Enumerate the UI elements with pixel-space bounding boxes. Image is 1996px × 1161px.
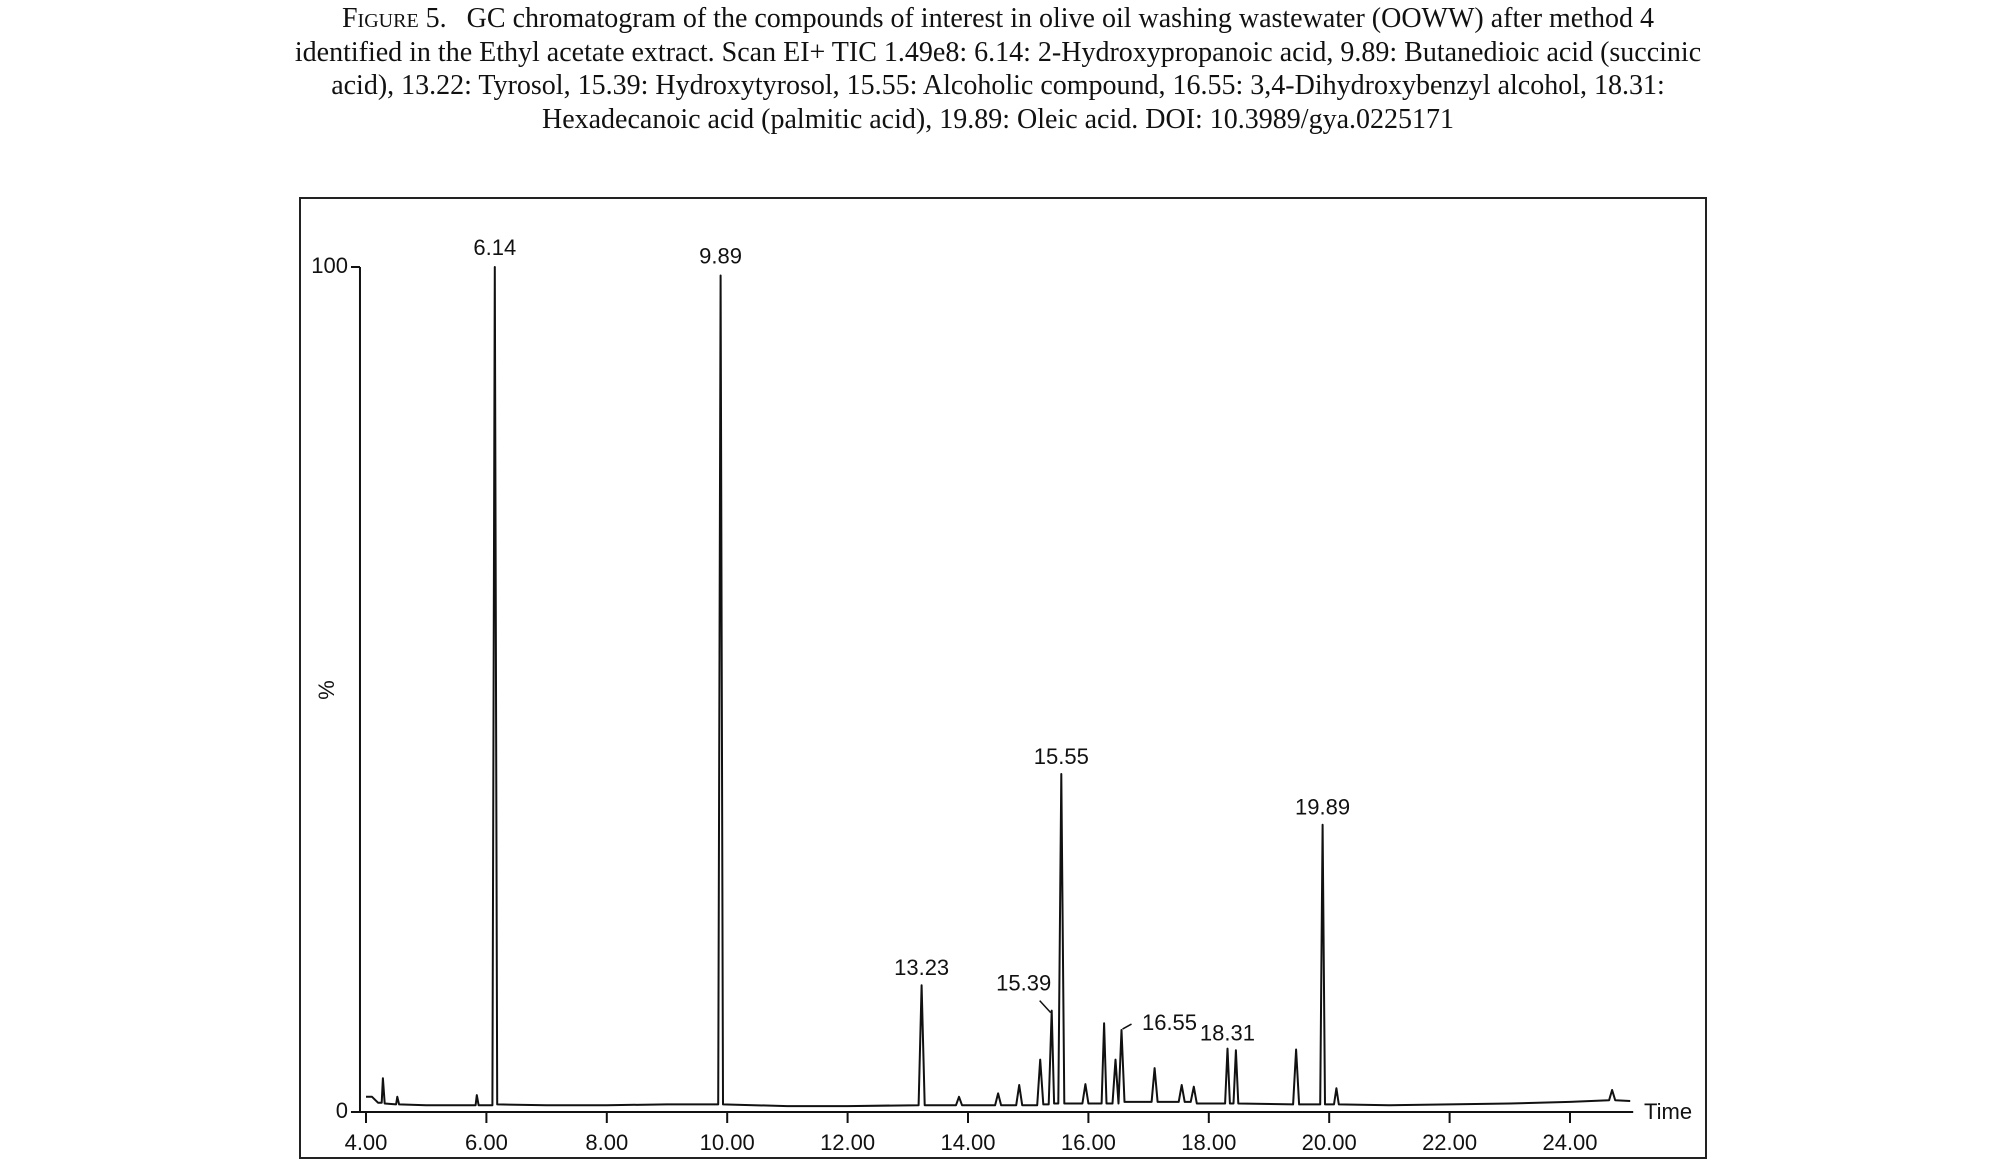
peak-label: 19.89	[1295, 795, 1350, 820]
y-tick-label: 100	[311, 253, 348, 278]
caption-line: Hexadecanoic acid (palmitic acid), 19.89…	[0, 103, 1996, 137]
x-tick-label: 24.00	[1542, 1130, 1597, 1155]
x-tick-label: 20.00	[1302, 1130, 1357, 1155]
peak-label: 9.89	[699, 243, 742, 268]
caption-text: identified in the Ethyl acetate extract.…	[294, 36, 1702, 68]
caption-line: acid), 13.22: Tyrosol, 15.39: Hydroxytyr…	[0, 69, 1996, 103]
caption-line: identified in the Ethyl acetate extract.…	[0, 36, 1996, 70]
plot-frame	[299, 197, 1707, 1159]
leader-line	[1122, 1023, 1132, 1030]
caption-line: Figure 5. GC chromatogram of the compound…	[0, 2, 1996, 36]
x-tick-label: 18.00	[1181, 1130, 1236, 1155]
caption: Figure 5. GC chromatogram of the compound…	[0, 2, 1996, 136]
caption-text: Hexadecanoic acid (palmitic acid), 19.89…	[541, 103, 1455, 135]
y-axis-label: %	[314, 680, 339, 700]
x-tick-label: 4.00	[345, 1130, 388, 1155]
peak-label: 18.31	[1200, 1020, 1255, 1045]
y-tick-label: 0	[336, 1098, 348, 1123]
peak-label: 15.55	[1034, 744, 1089, 769]
peak-label: 16.55	[1142, 1010, 1197, 1035]
x-tick-label: 6.00	[465, 1130, 508, 1155]
caption-text: GC chromatogram of the compounds of inte…	[466, 3, 1655, 34]
peak-label: 13.23	[894, 955, 949, 980]
figure-label: Figure 5.	[341, 3, 447, 34]
x-tick-label: 10.00	[700, 1130, 755, 1155]
x-tick-label: 16.00	[1061, 1130, 1116, 1155]
x-tick-label: 12.00	[820, 1130, 875, 1155]
x-axis-label: Time	[1644, 1099, 1692, 1124]
x-tick-label: 14.00	[940, 1130, 995, 1155]
chromatogram-trace	[366, 266, 1631, 1108]
x-tick-label: 8.00	[585, 1130, 628, 1155]
peak-label: 15.39	[996, 970, 1051, 995]
caption-text: acid), 13.22: Tyrosol, 15.39: Hydroxytyr…	[331, 70, 1665, 101]
x-tick-label: 22.00	[1422, 1130, 1477, 1155]
peak-label: 6.14	[473, 235, 516, 260]
leader-line	[1039, 1000, 1052, 1014]
